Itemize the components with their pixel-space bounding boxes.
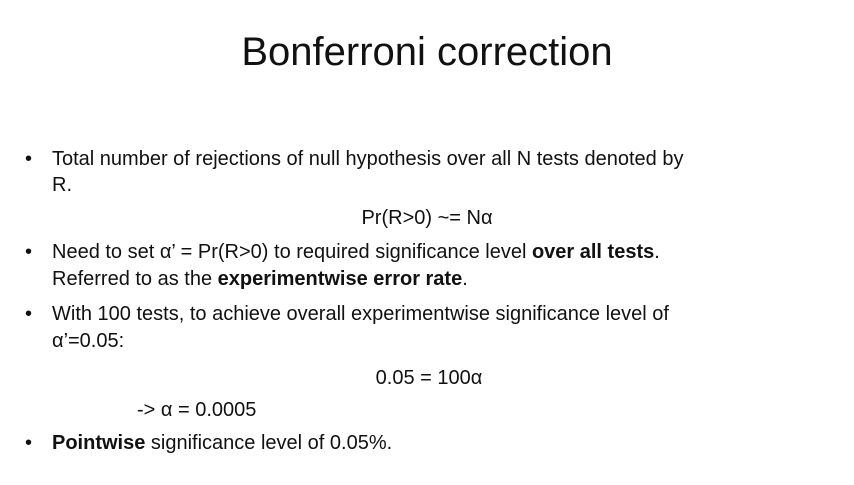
bullet-dot-3: •: [25, 303, 33, 325]
equation-probability: Pr(R>0) ~= Nα: [361, 207, 493, 229]
bullet-4-bold: Pointwise: [52, 432, 146, 454]
bullet-4-line-1: Pointwise significance level of 0.05%.: [52, 430, 392, 456]
bullet-2-line-1: Need to set α’ = Pr(R>0) to required sig…: [52, 239, 660, 265]
bullet-4-text: significance level of 0.05%.: [145, 432, 393, 454]
bullet-2-line-2-bold: experimentwise error rate: [217, 268, 463, 290]
bullet-1-line-2: R.: [52, 174, 72, 196]
bullet-dot-1: •: [25, 148, 33, 170]
bullet-2-line-2-text: Referred to as the: [52, 268, 218, 290]
bullet-2-line-2-end: .: [462, 268, 468, 290]
bullet-3-line-1: With 100 tests, to achieve overall exper…: [52, 303, 669, 325]
bullet-3-line-2: α’=0.05:: [52, 330, 125, 352]
bullet-2-line-2: Referred to as the experimentwise error …: [52, 266, 468, 292]
slide-title: Bonferroni correction: [241, 30, 613, 74]
equation-alpha-value: -> α = 0.0005: [137, 399, 257, 421]
equation-hundred-alpha: 0.05 = 100α: [375, 367, 483, 389]
bullet-1-line-1: Total number of rejections of null hypot…: [52, 148, 684, 170]
bullet-2-line-1-bold: over all tests: [531, 241, 655, 263]
bullet-2-line-1-text: Need to set α’ = Pr(R>0) to required sig…: [52, 241, 532, 263]
bullet-dot-4: •: [25, 432, 33, 454]
bullet-dot-2: •: [25, 241, 33, 263]
bullet-2-line-1-end: .: [654, 241, 660, 263]
